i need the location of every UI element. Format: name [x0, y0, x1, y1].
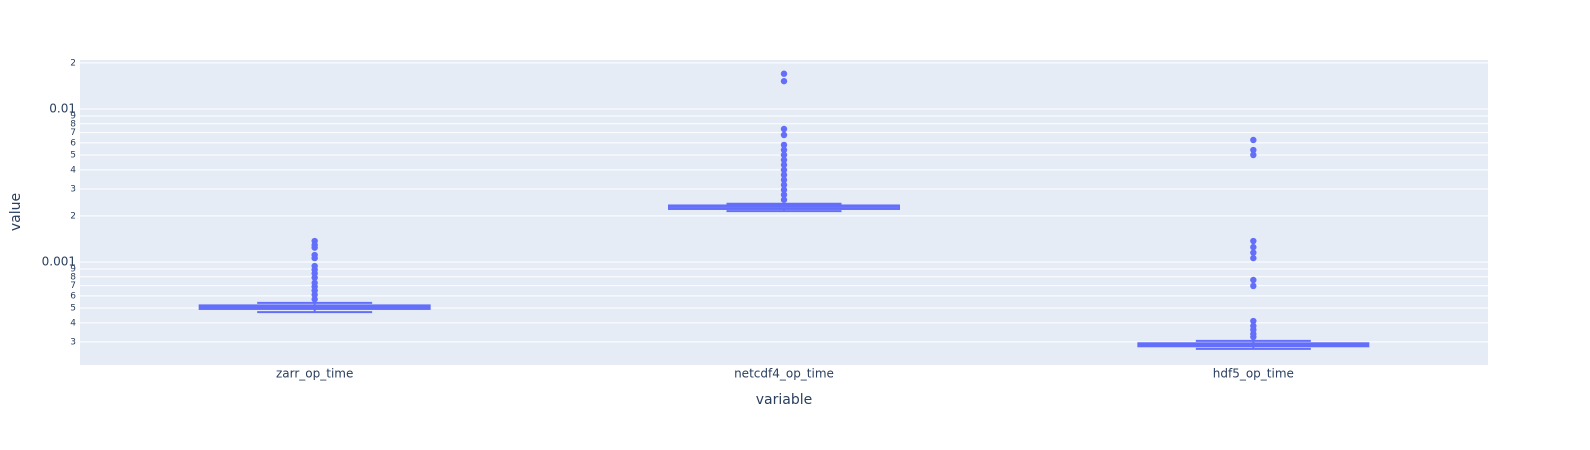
outlier — [1250, 282, 1257, 290]
outlier — [780, 161, 788, 169]
outlier — [1250, 317, 1257, 325]
outlier — [780, 125, 788, 133]
outlier — [780, 171, 788, 179]
outlier — [780, 70, 788, 77]
y-tick-label: 0.001 — [42, 254, 76, 268]
outlier — [780, 186, 788, 194]
y-tick-label: 8 — [70, 272, 76, 282]
outlier — [311, 254, 318, 262]
outlier — [1250, 249, 1257, 256]
y-tick-label: 7 — [70, 281, 76, 291]
plot-area — [80, 60, 1488, 365]
outlier — [780, 176, 788, 184]
outlier — [311, 296, 318, 303]
outlier — [780, 146, 788, 154]
x-axis-title: variable — [756, 392, 812, 408]
y-tick-label: 5 — [70, 303, 76, 313]
outlier — [311, 291, 318, 298]
y-tick-label: 8 — [70, 119, 76, 129]
y-tick-label: 6 — [70, 138, 76, 148]
y-tick-label: 4 — [70, 318, 76, 328]
outlier — [1250, 237, 1257, 245]
x-tick-label: zarr_op_time — [276, 367, 353, 381]
outlier — [780, 77, 788, 85]
outlier — [780, 181, 788, 189]
outlier — [1250, 254, 1257, 262]
y-tick-label: 0.01 — [49, 101, 76, 115]
y-tick-label: 2 — [70, 58, 76, 68]
outlier — [1250, 136, 1257, 144]
outlier — [780, 166, 788, 174]
outlier — [311, 274, 318, 281]
outlier — [1250, 146, 1257, 154]
y-tick-label: 2 — [70, 211, 76, 221]
x-tick-label: hdf5_op_time — [1213, 367, 1294, 381]
outlier — [780, 151, 788, 159]
outlier — [780, 191, 788, 198]
y-tick-label: 5 — [70, 151, 76, 161]
outlier — [1250, 151, 1257, 159]
y-tick-label: 9 — [70, 264, 76, 274]
outlier — [1250, 276, 1257, 284]
y-tick-label: 3 — [70, 337, 76, 347]
outlier — [311, 244, 318, 251]
y-tick-label: 7 — [70, 128, 76, 138]
y-tick-label: 6 — [70, 291, 76, 301]
outlier — [1250, 243, 1257, 251]
y-axis-title: value — [8, 193, 24, 231]
y-tick-label: 9 — [70, 111, 76, 121]
outlier — [1250, 333, 1257, 341]
outlier — [780, 131, 788, 139]
y-tick-label: 3 — [70, 184, 76, 194]
outlier — [780, 156, 788, 164]
outlier — [780, 141, 788, 149]
outlier — [780, 196, 788, 203]
y-tick-label: 4 — [70, 165, 76, 175]
x-tick-label: netcdf4_op_time — [734, 367, 834, 381]
